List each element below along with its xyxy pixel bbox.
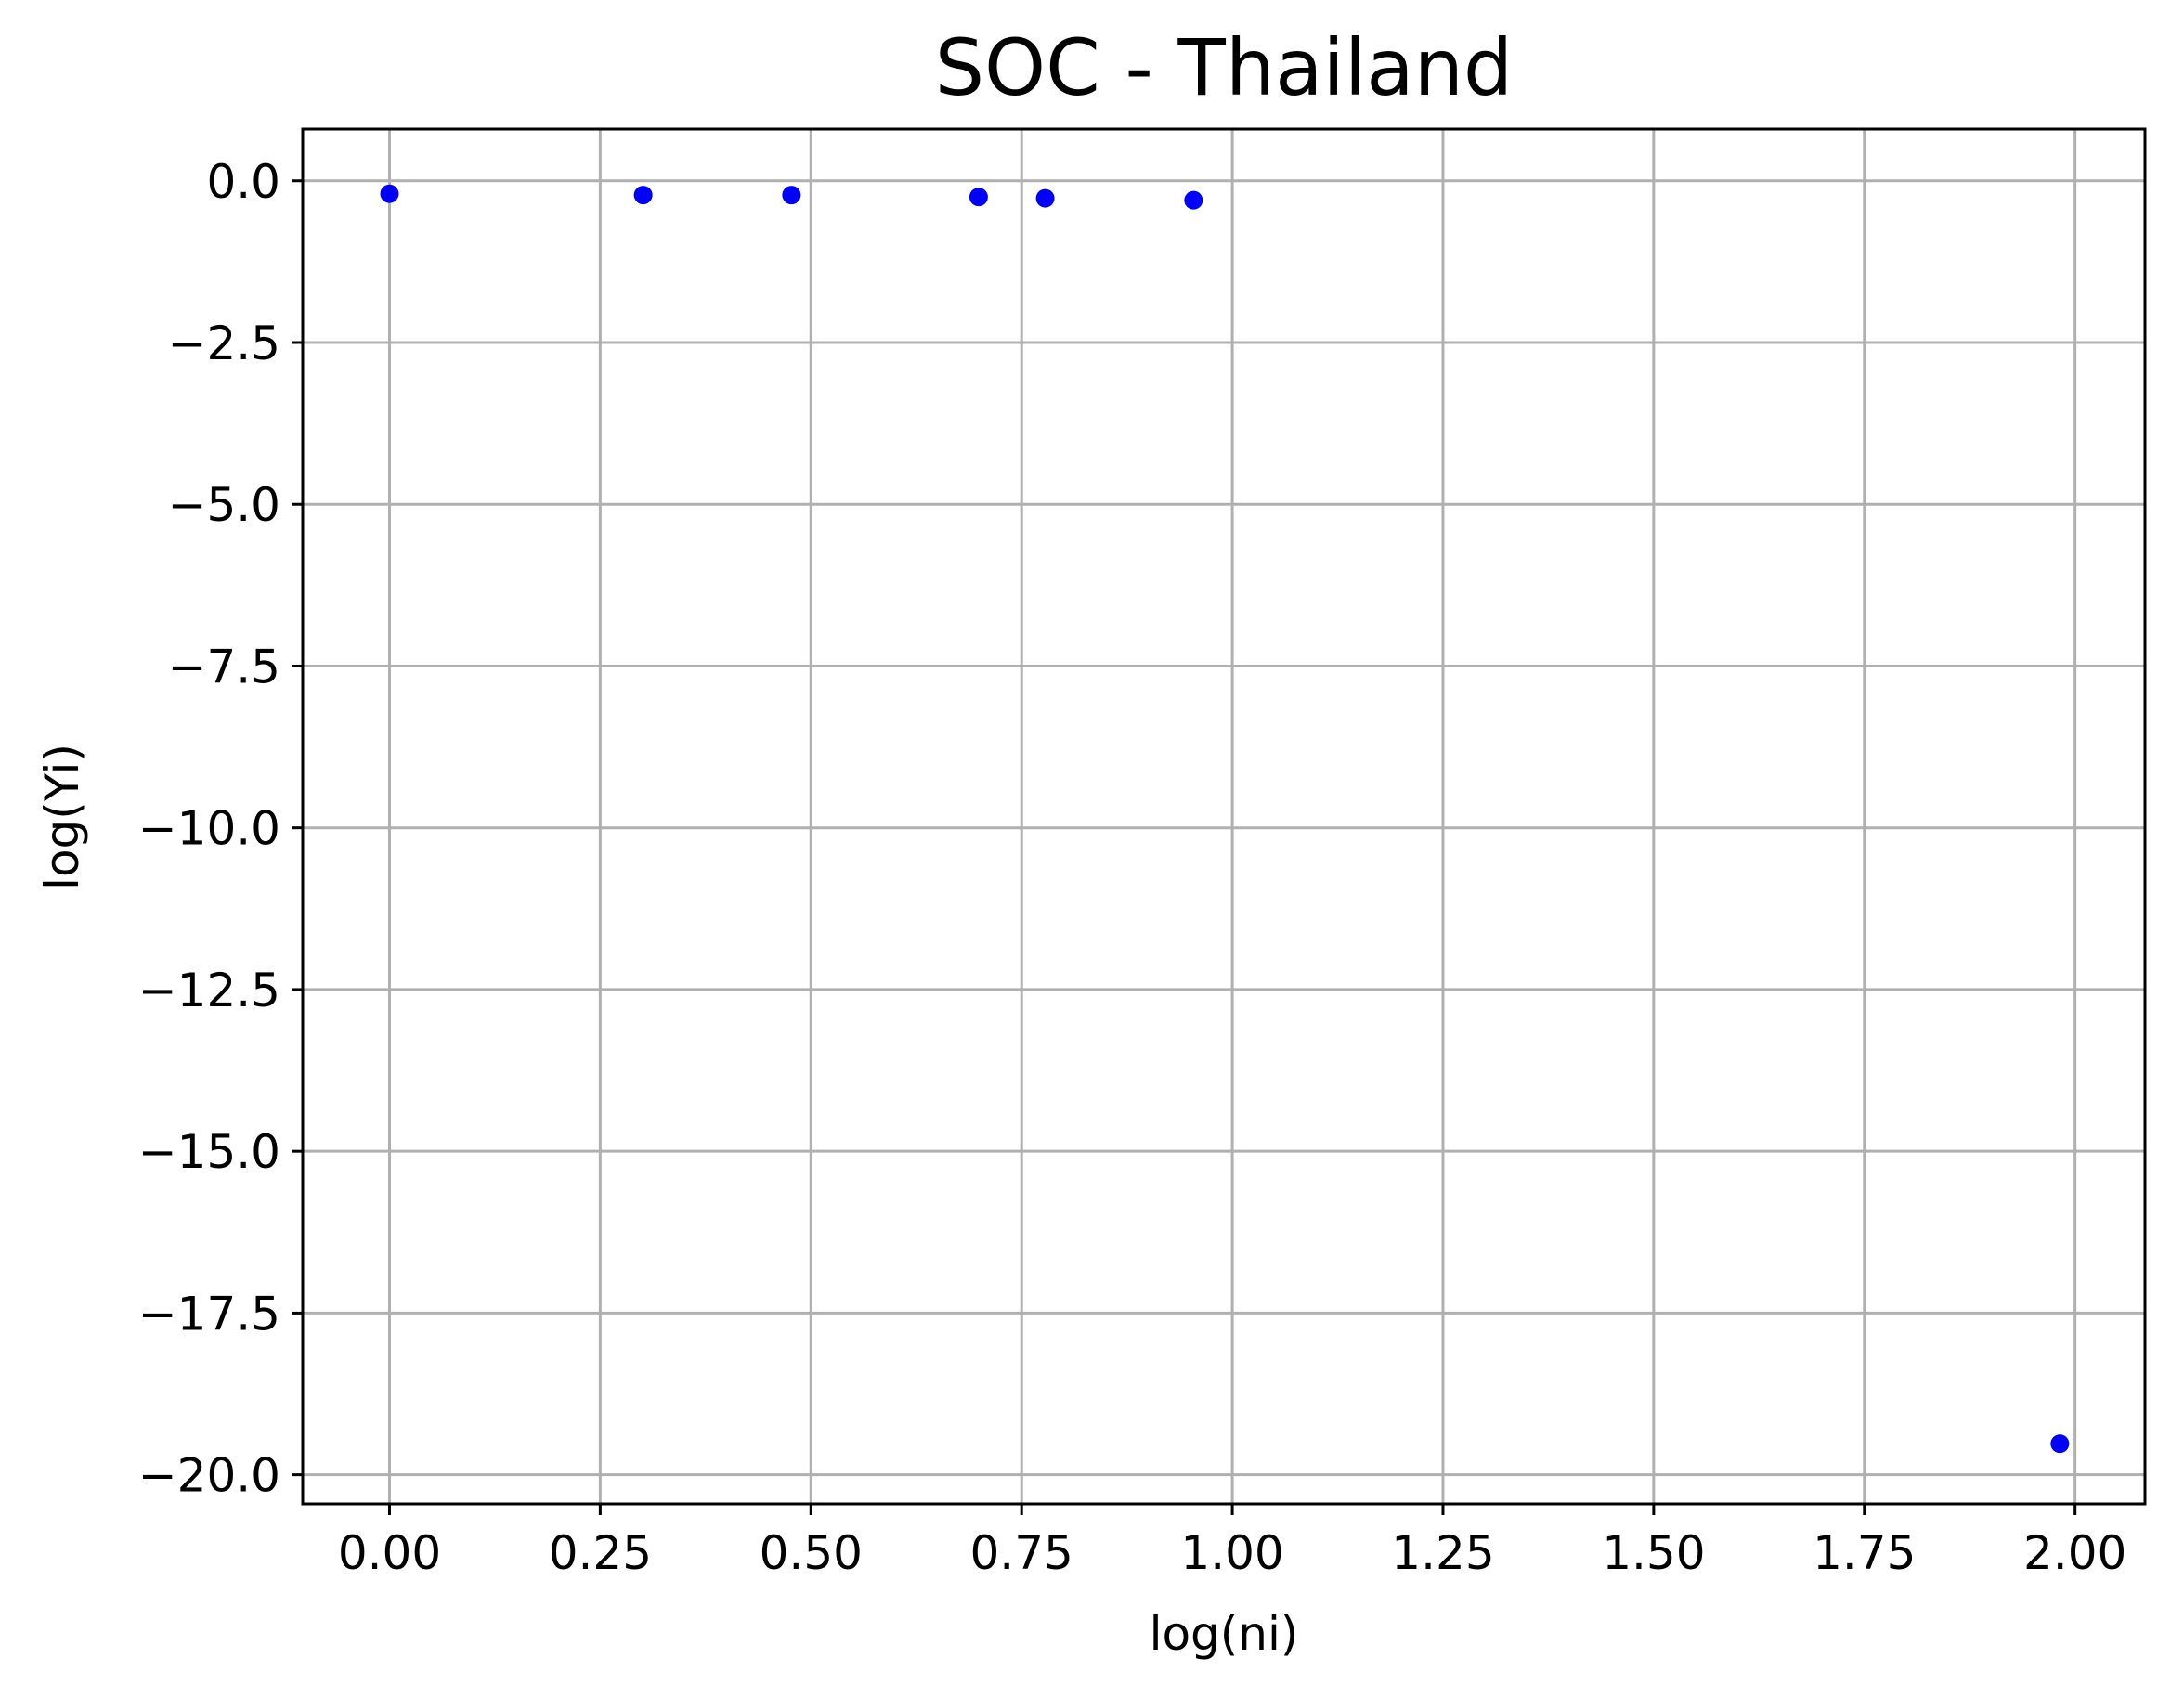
- y-tick-label: −7.5: [168, 640, 280, 693]
- grid: [303, 129, 2145, 1504]
- x-tick-label: 1.25: [1391, 1526, 1494, 1580]
- y-tick-label: −2.5: [168, 317, 280, 370]
- y-tick-labels: 0.0 −2.5 −5.0 −7.5 −10.0 −12.5 −15.0 −17.5 −20.0: [138, 155, 280, 1503]
- y-tick-label: −5.0: [168, 478, 280, 532]
- x-tick-labels: 0.00 0.25 0.50 0.75 1.00 1.25 1.50 1.75 2.00: [338, 1526, 2127, 1580]
- x-tick-label: 0.00: [338, 1526, 441, 1580]
- data-point: [968, 188, 988, 207]
- data-point: [2050, 1434, 2070, 1454]
- x-tick-label: 0.50: [760, 1526, 863, 1580]
- y-tick-label: −17.5: [138, 1287, 280, 1341]
- y-tick-label: −12.5: [138, 964, 280, 1017]
- x-tick-label: 0.75: [970, 1526, 1073, 1580]
- x-tick-label: 2.00: [2023, 1526, 2126, 1580]
- chart-title: SOC - Thailand: [935, 22, 1514, 113]
- data-point: [380, 184, 399, 203]
- y-tick-label: 0.0: [206, 155, 280, 209]
- axis-ticks: [292, 179, 2077, 1515]
- data-point: [1184, 190, 1203, 210]
- y-tick-label: −15.0: [138, 1125, 280, 1179]
- data-point: [633, 186, 653, 205]
- x-tick-label: 1.00: [1180, 1526, 1283, 1580]
- x-axis-label: log(ni): [1150, 1607, 1299, 1661]
- x-tick-label: 0.25: [549, 1526, 652, 1580]
- x-tick-label: 1.50: [1602, 1526, 1705, 1580]
- data-point: [1035, 188, 1055, 208]
- y-axis-label: log(Yi): [35, 744, 89, 890]
- data-points: [380, 184, 2070, 1454]
- x-tick-label: 1.75: [1813, 1526, 1916, 1580]
- y-tick-label: −10.0: [138, 802, 280, 856]
- plot-frame: [301, 127, 2147, 1506]
- data-point: [782, 186, 801, 205]
- y-tick-label: −20.0: [138, 1449, 280, 1503]
